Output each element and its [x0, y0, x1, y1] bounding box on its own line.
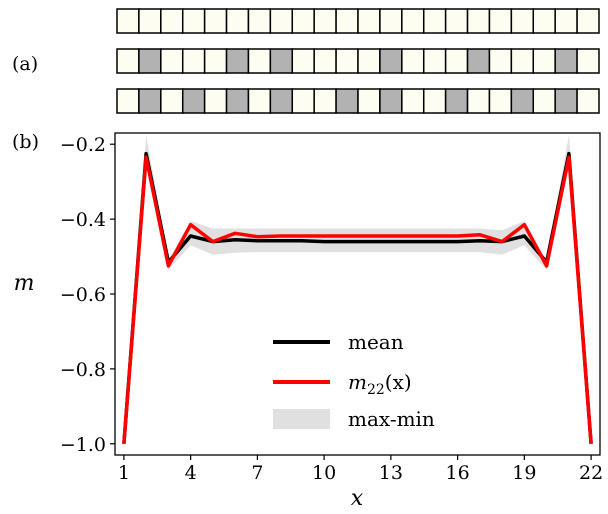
y-tick-label: −0.2 — [60, 134, 106, 156]
strip-1-cell-5 — [203, 8, 228, 34]
strip-3-cell-10 — [313, 88, 337, 114]
strip-1-cell-10 — [313, 8, 337, 34]
legend-m22-label: m22(x) — [348, 370, 412, 398]
strip-2-cell-20 — [532, 48, 556, 74]
y-tick-label: −0.6 — [60, 284, 106, 306]
strip-1-cell-13 — [379, 8, 403, 34]
x-tick-label: 1 — [118, 462, 130, 484]
strip-2-cell-7 — [247, 48, 272, 74]
axis-ticks: 1 4 7 10 13 16 19 22 −0.2 −0.4 −0.6 −0.8 −1.0 — [60, 134, 603, 484]
legend: mean m22(x) max-min — [262, 322, 462, 438]
legend-maxmin-label: max-min — [348, 407, 435, 431]
strip-2-cell-5 — [203, 48, 228, 74]
strip-1-cell-7 — [247, 8, 272, 34]
strip-1-cell-22 — [576, 8, 600, 34]
strip-1-cell-9 — [291, 8, 315, 34]
strip-3-cell-2 — [138, 88, 162, 114]
strip-2-cell-17 — [466, 48, 491, 74]
legend-m22-tail: (x) — [385, 370, 412, 394]
strip-3-cell-3 — [160, 88, 184, 114]
x-tick-label: 16 — [446, 462, 470, 484]
series-line-mean — [122, 151, 593, 444]
strip-2-cell-6 — [225, 48, 250, 74]
strip-2-cell-22 — [576, 48, 600, 74]
strip-3-cell-12 — [357, 88, 381, 114]
strip-3-cell-1 — [116, 88, 140, 114]
strip-1-cell-1 — [116, 8, 140, 34]
strip-3-cell-7 — [247, 88, 272, 114]
strip-2-cell-3 — [160, 48, 184, 74]
strip-1-cell-15 — [422, 8, 447, 34]
strip-3-cell-4 — [181, 88, 206, 114]
strip-1-cell-2 — [138, 8, 162, 34]
strip-2-cell-19 — [510, 48, 535, 74]
line-chart: 1 4 7 10 13 16 19 22 −0.2 −0.4 −0.6 −0.8 −1.0 mean m… — [14, 132, 603, 511]
strip-3-cell-13 — [379, 88, 403, 114]
legend-maxmin-swatch — [273, 409, 330, 429]
strip-3-cell-5 — [203, 88, 228, 114]
strip-3-cell-21 — [554, 88, 578, 114]
strip-2-cell-15 — [422, 48, 447, 74]
y-tick-label: −0.4 — [60, 209, 106, 231]
strip-1-cell-6 — [225, 8, 250, 34]
strip-1-cell-17 — [466, 8, 491, 34]
x-tick-label: 10 — [312, 462, 336, 484]
series-lines — [122, 151, 593, 444]
legend-m22-main: m — [348, 370, 367, 394]
x-tick-label: 13 — [379, 462, 403, 484]
y-tick-label: −0.8 — [60, 359, 106, 381]
strip-1-cell-21 — [554, 8, 578, 34]
x-tick-label: 22 — [579, 462, 603, 484]
strip-1-cell-19 — [510, 8, 535, 34]
strip-2-cell-10 — [313, 48, 337, 74]
x-tick-label: 7 — [251, 462, 263, 484]
strip-3-cell-8 — [269, 88, 294, 114]
y-tick-label: −1.0 — [60, 434, 106, 456]
strip-3-cell-15 — [422, 88, 447, 114]
strip-3-cell-16 — [444, 88, 469, 114]
x-tick-label: 19 — [512, 462, 536, 484]
strip-3-cell-19 — [510, 88, 535, 114]
strip-2-cell-2 — [138, 48, 162, 74]
strip-3-cell-18 — [488, 88, 513, 114]
strip-1-cell-8 — [269, 8, 294, 34]
strip-2-cell-4 — [181, 48, 206, 74]
strip-3-cell-6 — [225, 88, 250, 114]
strip-1-cell-4 — [181, 8, 206, 34]
strip-2-cell-1 — [116, 48, 140, 74]
strip-2-cell-18 — [488, 48, 513, 74]
strip-1-cell-20 — [532, 8, 556, 34]
x-axis-label: x — [351, 486, 364, 511]
strip-3-cell-22 — [576, 88, 600, 114]
x-tick-label: 4 — [185, 462, 197, 484]
strip-2-cell-12 — [357, 48, 381, 74]
series-line-m22 — [122, 155, 593, 444]
strip-3-cell-11 — [335, 88, 359, 114]
legend-mean-label: mean — [348, 330, 404, 354]
strip-1-cell-12 — [357, 8, 381, 34]
legend-m22-sub: 22 — [367, 382, 385, 398]
panel-label-a: (a) — [12, 53, 38, 75]
strip-2-cell-21 — [554, 48, 578, 74]
strip-3-cell-14 — [401, 88, 425, 114]
strip-1-cell-11 — [335, 8, 359, 34]
strip-2-cell-8 — [269, 48, 294, 74]
strip-1-cell-14 — [401, 8, 425, 34]
strip-3-cell-20 — [532, 88, 556, 114]
strip-2-cell-13 — [379, 48, 403, 74]
strip-2-cell-16 — [444, 48, 469, 74]
strip-1-cell-16 — [444, 8, 469, 34]
strip-2-cell-11 — [335, 48, 359, 74]
lattice-strips — [116, 8, 600, 114]
strip-1-cell-18 — [488, 8, 513, 34]
strip-1-cell-3 — [160, 8, 184, 34]
strip-2-cell-14 — [401, 48, 425, 74]
panel-label-b: (b) — [12, 131, 39, 153]
y-axis-label: m — [14, 271, 35, 296]
strip-2-cell-9 — [291, 48, 315, 74]
strip-3-cell-9 — [291, 88, 315, 114]
strip-3-cell-17 — [466, 88, 491, 114]
